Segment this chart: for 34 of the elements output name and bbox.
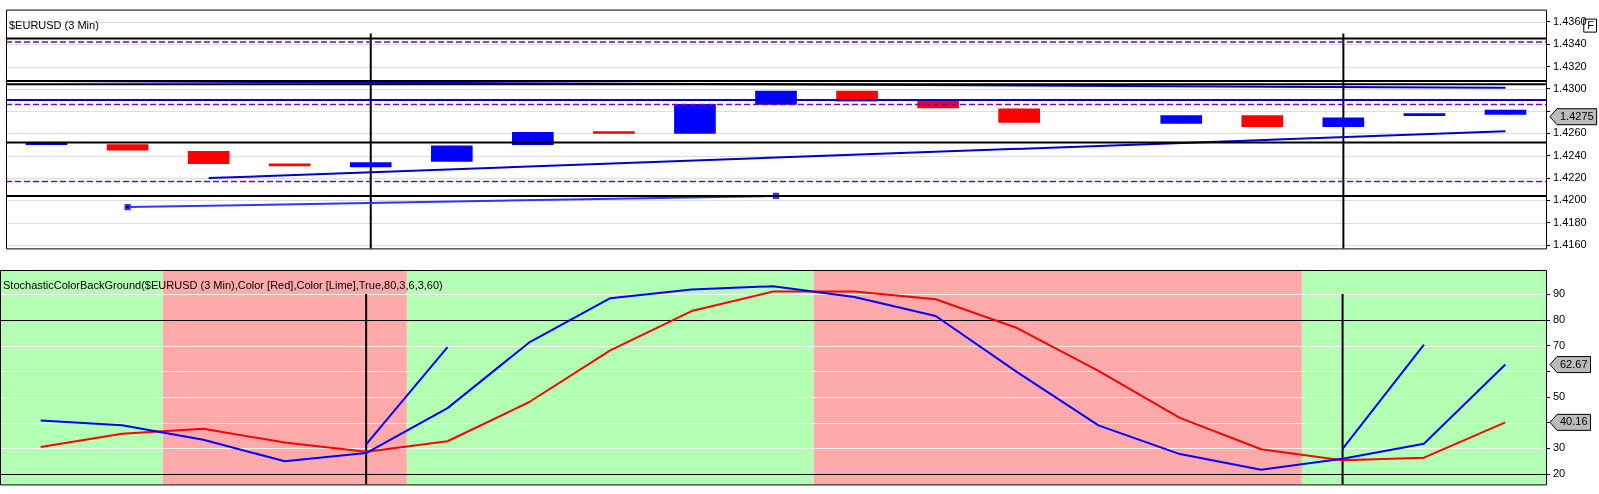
text: $EURUSD (3 Min) — [9, 18, 99, 31]
y-tick-label: 1.4320 — [1553, 59, 1587, 72]
candlestick — [268, 163, 311, 167]
candlestick — [593, 131, 635, 134]
text: 40.16 — [1560, 415, 1588, 428]
y-tick-label: 70 — [1553, 338, 1566, 351]
y-tick-label: 50 — [1553, 390, 1566, 403]
text: 62.67 — [1560, 357, 1588, 370]
candlestick — [1322, 117, 1365, 128]
candlestick — [674, 103, 716, 134]
y-tick-label: 1.4220 — [1553, 171, 1587, 184]
y-tick-label: 30 — [1553, 441, 1566, 454]
y-tick-label: 90 — [1553, 287, 1566, 300]
y-tick-label: 80 — [1553, 313, 1566, 326]
y-tick-label: 1.4360 — [1553, 14, 1587, 27]
candlestick — [430, 145, 473, 162]
candlestick — [917, 100, 959, 109]
y-tick-label: 1.4180 — [1553, 215, 1587, 228]
y-tick-label: 1.4260 — [1553, 126, 1587, 139]
y-tick-label: 1.4300 — [1553, 81, 1587, 94]
text: 1.4275 — [1560, 109, 1594, 122]
candlestick — [187, 150, 230, 164]
y-tick-label: 1.4200 — [1553, 193, 1587, 206]
text: StochasticColorBackGround($EURUSD (3 Min),Color [Red],Color [Lime],True,80,3,6,3,60) — [3, 279, 443, 292]
candlestick — [998, 108, 1040, 123]
y-tick-label: 1.4160 — [1553, 238, 1587, 251]
y-tick-label: 1.4340 — [1553, 37, 1587, 50]
y-tick-label: 1.4240 — [1553, 148, 1587, 161]
candlestick — [349, 161, 392, 168]
candlestick — [1484, 109, 1527, 115]
candlestick — [1403, 113, 1446, 116]
candlestick — [1241, 115, 1284, 128]
text: F — [1587, 18, 1595, 31]
y-tick-label: 20 — [1553, 467, 1566, 480]
